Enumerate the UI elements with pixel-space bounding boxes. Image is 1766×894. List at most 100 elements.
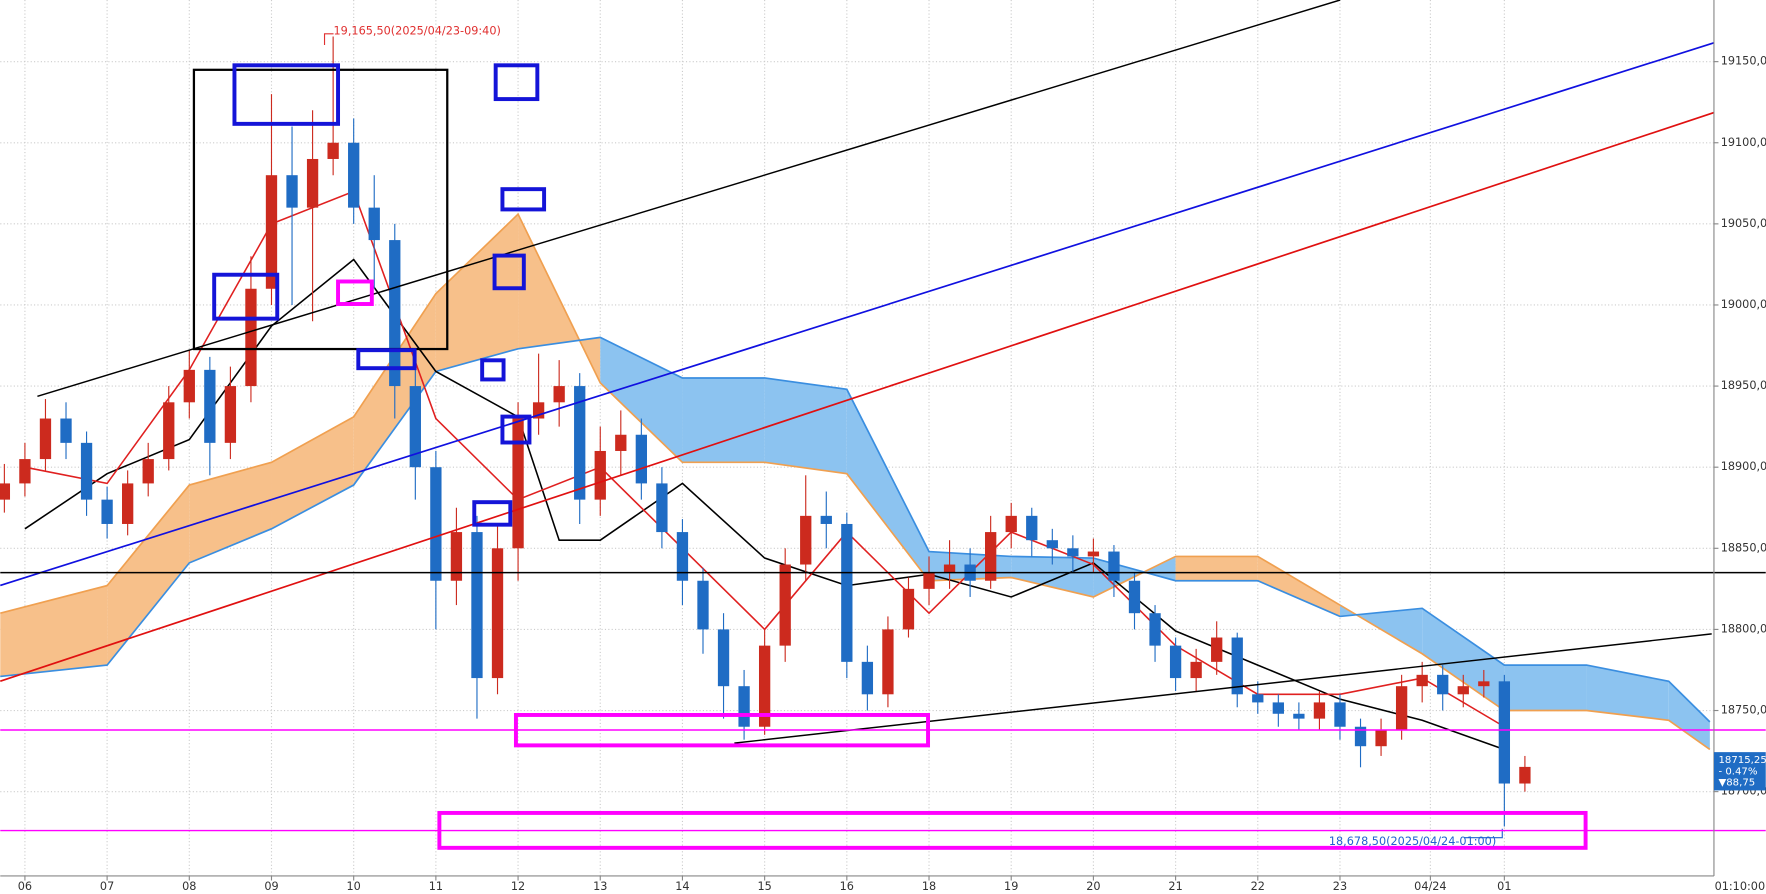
candle-body xyxy=(676,532,689,581)
cloud-segment xyxy=(107,485,190,666)
x-tick-label: 23 xyxy=(1333,880,1347,893)
candle-body xyxy=(512,418,524,549)
y-tick-label: 19050,00 xyxy=(1721,217,1766,230)
candle-body xyxy=(1334,702,1346,727)
candle-body xyxy=(0,483,11,500)
x-tick-label: 07 xyxy=(100,880,114,893)
cloud xyxy=(0,212,1711,751)
x-tick-label: 20 xyxy=(1086,880,1100,893)
x-tick-label: 09 xyxy=(264,880,278,893)
candle-body xyxy=(224,386,237,443)
trend-line xyxy=(0,41,1715,587)
candle-body xyxy=(183,369,195,403)
candle-body xyxy=(1231,637,1243,695)
candle-body xyxy=(635,434,648,484)
candle-body xyxy=(286,175,298,208)
candle-body xyxy=(1437,674,1449,695)
indicator-line xyxy=(24,258,1505,751)
candle-body xyxy=(1478,681,1490,687)
candle-body xyxy=(1128,580,1141,614)
candle-body xyxy=(265,175,278,289)
y-tick-label: 19000,00 xyxy=(1721,298,1766,311)
candle-body xyxy=(738,686,750,727)
candle-body xyxy=(1169,645,1182,679)
candle-body xyxy=(882,629,894,695)
x-tick-label: 06 xyxy=(18,880,32,893)
candle-body xyxy=(245,288,257,387)
x-tick-label: 18 xyxy=(922,880,936,893)
candle-body xyxy=(656,483,668,533)
candle-body xyxy=(80,442,93,500)
candle-body xyxy=(1313,702,1326,719)
candle-body xyxy=(471,532,483,679)
y-tick-label: 19100,00 xyxy=(1721,136,1766,149)
price-change: - 0.47% xyxy=(1718,766,1757,777)
candle-body xyxy=(389,240,401,387)
candle-body xyxy=(1293,713,1305,719)
annotation: 18,678,50(2025/04/24-01:00) xyxy=(1329,835,1496,848)
candle-body xyxy=(19,459,31,484)
cloud-edge xyxy=(0,336,1711,723)
price-box xyxy=(1713,752,1766,791)
candle-body xyxy=(430,467,442,581)
annotation: 19,165,50(2025/04/23-09:40) xyxy=(334,25,501,38)
candle-body xyxy=(409,386,421,468)
candle-body xyxy=(1272,702,1284,714)
box xyxy=(232,63,341,126)
candle-body xyxy=(122,483,134,524)
candle-body xyxy=(1046,540,1058,549)
y-tick-label: 18750,00 xyxy=(1721,704,1766,717)
candle-body xyxy=(1190,661,1202,679)
box xyxy=(356,348,417,371)
candle-body xyxy=(923,572,935,589)
box xyxy=(336,279,374,306)
candle-body xyxy=(1457,686,1469,695)
x-tick-label: 22 xyxy=(1251,880,1265,893)
x-tick-label: 13 xyxy=(593,880,607,893)
box xyxy=(493,63,540,102)
candle-body xyxy=(779,564,791,646)
candle-body xyxy=(943,564,956,573)
candle-body xyxy=(717,629,730,687)
price-diff: ▼88,75 xyxy=(1718,778,1755,789)
candle-body xyxy=(1519,766,1531,784)
cloud-segment xyxy=(764,377,847,474)
x-tick-label: 11 xyxy=(429,880,443,893)
candle-body xyxy=(142,459,154,484)
candle-body xyxy=(368,207,380,241)
cloud-segment xyxy=(1504,665,1587,711)
candle-body xyxy=(101,499,113,524)
candle-body xyxy=(204,369,216,443)
candle-body xyxy=(348,142,360,208)
box xyxy=(472,500,513,527)
box xyxy=(500,414,532,445)
candle-body xyxy=(594,450,606,500)
candle-body xyxy=(1108,551,1120,581)
x-tick-label: 10 xyxy=(347,880,361,893)
cloud-segment xyxy=(435,214,519,372)
box xyxy=(480,358,506,382)
candle-body xyxy=(60,418,72,443)
candle-body xyxy=(532,402,545,419)
candle-body xyxy=(491,548,504,679)
candles xyxy=(0,36,1531,827)
candle-body xyxy=(820,515,832,524)
y-tick-label: 19150,00 xyxy=(1721,55,1766,68)
trend-line xyxy=(37,0,1341,398)
x-tick-label: 21 xyxy=(1168,880,1182,893)
last-price: 18715,25 xyxy=(1718,755,1766,766)
x-axis-end-label: 01:10:00 xyxy=(1715,880,1766,893)
candle-body xyxy=(1252,694,1264,703)
candle-body xyxy=(861,661,874,695)
box xyxy=(492,253,526,291)
candle-body xyxy=(1375,729,1387,747)
x-tick-label: 15 xyxy=(757,880,771,893)
candle-body xyxy=(1026,515,1038,541)
y-tick-label: 18800,00 xyxy=(1721,622,1766,635)
candle-body xyxy=(1149,613,1161,646)
candle-body xyxy=(1067,548,1079,557)
x-tick-label: 19 xyxy=(1004,880,1018,893)
cloud-segment xyxy=(1586,665,1669,721)
candle-body xyxy=(1211,637,1223,662)
cloud-segment xyxy=(1175,556,1258,581)
